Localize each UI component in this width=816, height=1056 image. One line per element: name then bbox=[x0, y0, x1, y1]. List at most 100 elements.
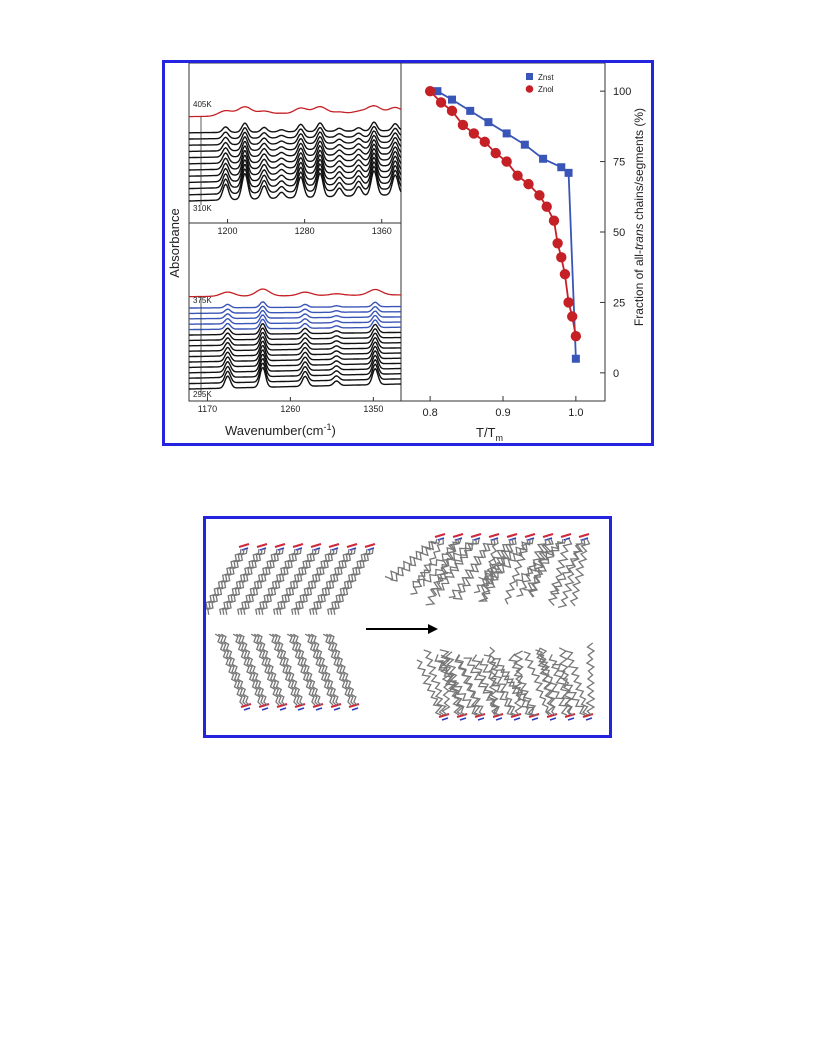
spectrum-line-red bbox=[189, 106, 401, 117]
x-tick-label: 1260 bbox=[280, 404, 300, 414]
data-point-circle bbox=[469, 128, 479, 138]
carboxylate-head bbox=[239, 544, 249, 547]
absorbance-axis-label: Absorbance bbox=[167, 208, 182, 277]
alkyl-chain bbox=[551, 539, 585, 594]
spectrum-line-black bbox=[189, 171, 401, 201]
x-tick-label: 1280 bbox=[295, 226, 315, 236]
data-point-circle bbox=[523, 179, 533, 189]
top-figure-svg: 1200 1280 1360 1170 1260 1350 0.8 0.9 1.002550… bbox=[165, 63, 651, 443]
x-tick-label: 1200 bbox=[218, 226, 238, 236]
x-tick-label: 1350 bbox=[363, 404, 383, 414]
data-point-square bbox=[448, 96, 456, 104]
x-tick-label: 1360 bbox=[372, 226, 392, 236]
upper-top-temp-label: 405K bbox=[193, 100, 212, 109]
alkyl-chain bbox=[334, 549, 373, 615]
carboxylate-head bbox=[543, 534, 553, 537]
molecular-structure-panel bbox=[203, 516, 612, 738]
zinc-ion bbox=[262, 708, 268, 710]
carboxylate-head bbox=[275, 544, 285, 547]
transition-arrow-icon bbox=[428, 624, 438, 634]
alkyl-chain bbox=[587, 643, 595, 715]
zinc-ion bbox=[550, 718, 556, 720]
zinc-ion bbox=[532, 718, 538, 720]
carboxylate-head bbox=[311, 544, 321, 547]
spectrum-line-red bbox=[189, 289, 401, 297]
carboxylate-head bbox=[561, 534, 571, 537]
data-point-square bbox=[503, 129, 511, 137]
zinc-ion bbox=[280, 708, 286, 710]
data-point-circle bbox=[436, 97, 446, 107]
y-tick-label: 75 bbox=[613, 157, 625, 169]
carboxylate-head bbox=[365, 544, 375, 547]
alkyl-chain bbox=[413, 539, 461, 588]
ttm-axis-label: T/Tm bbox=[476, 425, 503, 443]
carboxylate-head bbox=[257, 544, 267, 547]
alkyl-chain bbox=[484, 655, 516, 715]
data-point-circle bbox=[563, 297, 573, 307]
zinc-ion bbox=[478, 718, 484, 720]
data-point-circle bbox=[534, 190, 544, 200]
data-point-circle bbox=[512, 170, 522, 180]
carboxylate-head bbox=[525, 534, 535, 537]
zinc-ion bbox=[568, 718, 574, 720]
molecular-layers bbox=[206, 534, 594, 720]
data-point-circle bbox=[549, 216, 559, 226]
upper-bottom-temp-label: 310K bbox=[193, 204, 212, 213]
carboxylate-head bbox=[347, 544, 357, 547]
y-tick-label: 50 bbox=[613, 227, 625, 239]
spectrum-line-blue bbox=[189, 302, 401, 308]
y-tick-label: 0 bbox=[613, 368, 619, 380]
data-point-circle bbox=[425, 86, 435, 96]
zinc-ion bbox=[316, 708, 322, 710]
series-line bbox=[430, 91, 576, 336]
carboxylate-head bbox=[453, 534, 463, 537]
y-tick-label: 100 bbox=[613, 86, 631, 98]
carboxylate-head bbox=[489, 534, 499, 537]
lower-spectra: 1170 1260 1350 bbox=[189, 289, 401, 414]
alkyl-chain bbox=[417, 660, 442, 715]
fraction-axis-label: Fraction of all-trans chains/segments (%… bbox=[632, 108, 646, 326]
x-tick-label: 1.0 bbox=[568, 407, 583, 419]
alkyl-chain bbox=[385, 539, 437, 580]
data-point-square bbox=[539, 155, 547, 163]
upper-spectra: 1200 1280 1360 bbox=[189, 106, 401, 236]
data-point-square bbox=[557, 163, 565, 171]
legend-marker-square bbox=[526, 73, 533, 80]
data-point-circle bbox=[542, 201, 552, 211]
data-point-square bbox=[484, 118, 492, 126]
data-point-circle bbox=[560, 269, 570, 279]
molecular-structure-svg bbox=[206, 519, 609, 735]
carboxylate-head bbox=[293, 544, 303, 547]
zinc-ion bbox=[298, 708, 304, 710]
x-tick-label: 1170 bbox=[198, 404, 217, 414]
legend-marker-circle bbox=[526, 85, 534, 93]
data-point-square bbox=[466, 107, 474, 115]
fraction-chart: 0.8 0.9 1.00255075100ZnstZnol bbox=[422, 73, 631, 419]
lower-top-temp-label: 375K bbox=[193, 296, 212, 305]
carboxylate-head bbox=[435, 534, 445, 537]
spectrum-line-black bbox=[189, 122, 401, 133]
zinc-ion bbox=[496, 718, 502, 720]
carboxylate-head bbox=[471, 534, 481, 537]
alkyl-chain bbox=[552, 665, 585, 716]
carboxylate-head bbox=[579, 534, 589, 537]
carboxylate-head bbox=[329, 544, 339, 547]
zinc-ion bbox=[352, 708, 358, 710]
zinc-ion bbox=[244, 708, 250, 710]
zinc-ion bbox=[586, 718, 592, 720]
data-point-square bbox=[521, 141, 529, 149]
data-point-circle bbox=[552, 238, 562, 248]
spectra-figure-panel: 1200 1280 1360 1170 1260 1350 0.8 0.9 1.0 0 25 50… bbox=[162, 60, 654, 446]
data-point-circle bbox=[567, 311, 577, 321]
legend-label: Znst bbox=[538, 73, 554, 82]
fraction-frame bbox=[401, 63, 605, 401]
zinc-ion bbox=[460, 718, 466, 720]
zinc-ion bbox=[514, 718, 520, 720]
data-point-square bbox=[572, 355, 580, 363]
wavenumber-axis-label: Wavenumber(cm-1) bbox=[225, 422, 336, 438]
zinc-ion bbox=[442, 718, 448, 720]
data-point-circle bbox=[458, 120, 468, 130]
carboxylate-head bbox=[507, 534, 517, 537]
data-point-circle bbox=[556, 252, 566, 262]
data-point-square bbox=[565, 169, 573, 177]
